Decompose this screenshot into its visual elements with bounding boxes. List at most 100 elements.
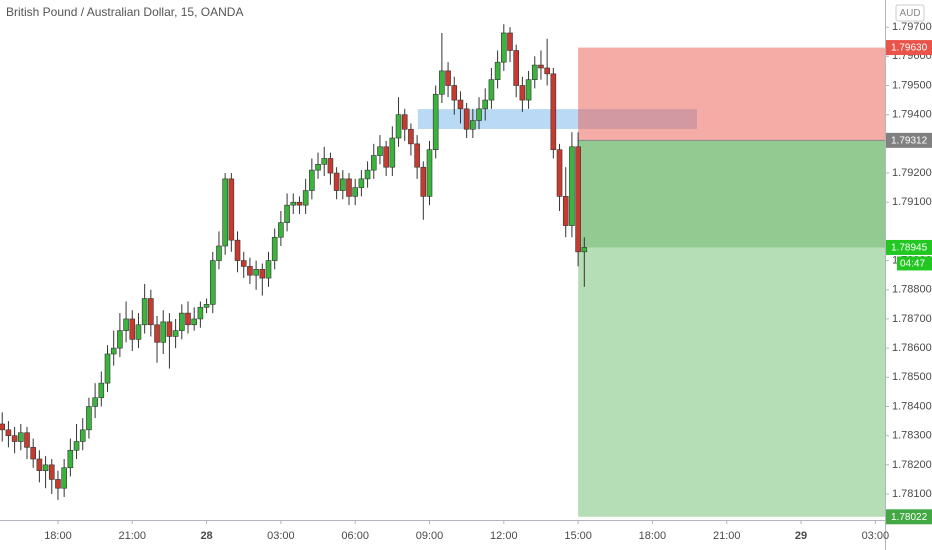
candle-body [98, 382, 105, 399]
candle-body [48, 464, 55, 480]
y-tick-label: 1.79200 [892, 167, 932, 179]
stop-price-label-bg [886, 40, 932, 56]
y-tick-label: 1.78500 [892, 371, 932, 383]
candle-body [513, 50, 519, 86]
candle-body [525, 79, 532, 101]
candle-body [556, 149, 563, 197]
candle-body [55, 479, 61, 489]
candle-body [470, 120, 476, 130]
candle-body [284, 204, 290, 223]
candle-body [519, 85, 526, 101]
candle-body [110, 347, 117, 355]
x-tick-label: 29 [795, 530, 807, 542]
x-tick-label: 09:00 [416, 530, 444, 542]
x-tick-label: 21:00 [119, 530, 147, 542]
x-tick-label: 28 [200, 530, 212, 542]
candle-body [259, 269, 266, 279]
candle-body [216, 245, 222, 261]
stop-zone [578, 47, 885, 141]
candle-body [550, 73, 557, 150]
candle-body [569, 146, 575, 226]
candle-body [172, 330, 179, 337]
candle-body [228, 178, 235, 241]
candle-body [538, 64, 544, 69]
x-tick-label: 18:00 [44, 530, 72, 542]
candle-body [0, 423, 6, 431]
candle-body [141, 298, 148, 326]
candle-body [531, 64, 538, 80]
candle-body [432, 93, 439, 150]
candle-body [36, 458, 43, 471]
entry-price-label-bg [886, 132, 932, 148]
currency-box[interactable] [895, 4, 925, 22]
candle-body [166, 321, 173, 337]
currency-label[interactable]: AUD [899, 8, 920, 19]
candle-body [581, 247, 588, 253]
candle-body [377, 146, 383, 156]
candle-body [302, 190, 309, 206]
candle-body [117, 330, 123, 349]
candle-body [488, 79, 495, 101]
candle-body [240, 260, 247, 267]
candle-body [309, 169, 315, 191]
candle-body [358, 178, 365, 188]
target-price-label: 1.78022 [891, 512, 928, 523]
candle-body [321, 158, 328, 165]
candle-body [420, 166, 427, 197]
candle-body [389, 137, 396, 168]
plot-area [0, 24, 885, 517]
candle-body [395, 114, 402, 139]
open-profit-zone [578, 140, 885, 248]
candle-body [544, 67, 550, 75]
candle-body [370, 155, 377, 171]
candle-body [494, 61, 501, 80]
candle-body [203, 304, 210, 308]
candle-body [575, 146, 581, 253]
candle-body [296, 201, 303, 206]
x-tick-label: 03:00 [267, 530, 295, 542]
candle-body [346, 178, 352, 197]
y-tick-label: 1.79500 [892, 79, 932, 91]
candle-body [562, 196, 569, 226]
x-tick-label: 15:00 [564, 530, 592, 542]
candle-body [278, 222, 284, 238]
x-tick-label: 06:00 [341, 530, 369, 542]
y-tick-label: 1.78200 [892, 459, 932, 471]
last-price-label-bg [886, 239, 932, 255]
candle-body [414, 143, 420, 168]
candle-body [185, 312, 191, 326]
candle-body [352, 187, 358, 197]
candle-body [42, 464, 49, 471]
candle-body [79, 429, 86, 442]
candle-body [197, 306, 204, 320]
candle-body [30, 447, 36, 460]
candle-body [18, 432, 24, 442]
candle-body [24, 432, 30, 448]
candle-body [222, 178, 228, 247]
y-tick-label: 1.78700 [892, 313, 932, 325]
candle-body [290, 201, 297, 206]
candle-body [67, 449, 74, 469]
candle-body [451, 85, 458, 101]
candle-body [426, 149, 433, 197]
candle-body [253, 269, 259, 276]
y-tick-label: 1.79700 [892, 21, 932, 33]
target-zone [578, 140, 885, 517]
candle-body [247, 266, 253, 276]
stop-price-label: 1.79630 [891, 43, 928, 54]
y-tick-label: 1.78400 [892, 400, 932, 412]
countdown: 04:47 [900, 259, 925, 270]
candle-body [271, 236, 278, 261]
y-tick-label: 1.78300 [892, 430, 932, 442]
x-tick-label: 21:00 [713, 530, 741, 542]
candle-body [148, 298, 154, 326]
candle-body [61, 467, 67, 489]
candle-body [179, 312, 185, 331]
last-price-label: 1.78945 [891, 243, 928, 254]
candle-body [476, 108, 482, 121]
entry-price-label: 1.79312 [891, 135, 928, 146]
candle-body [507, 32, 513, 51]
candle-body [482, 99, 489, 110]
candle-body [327, 158, 334, 174]
